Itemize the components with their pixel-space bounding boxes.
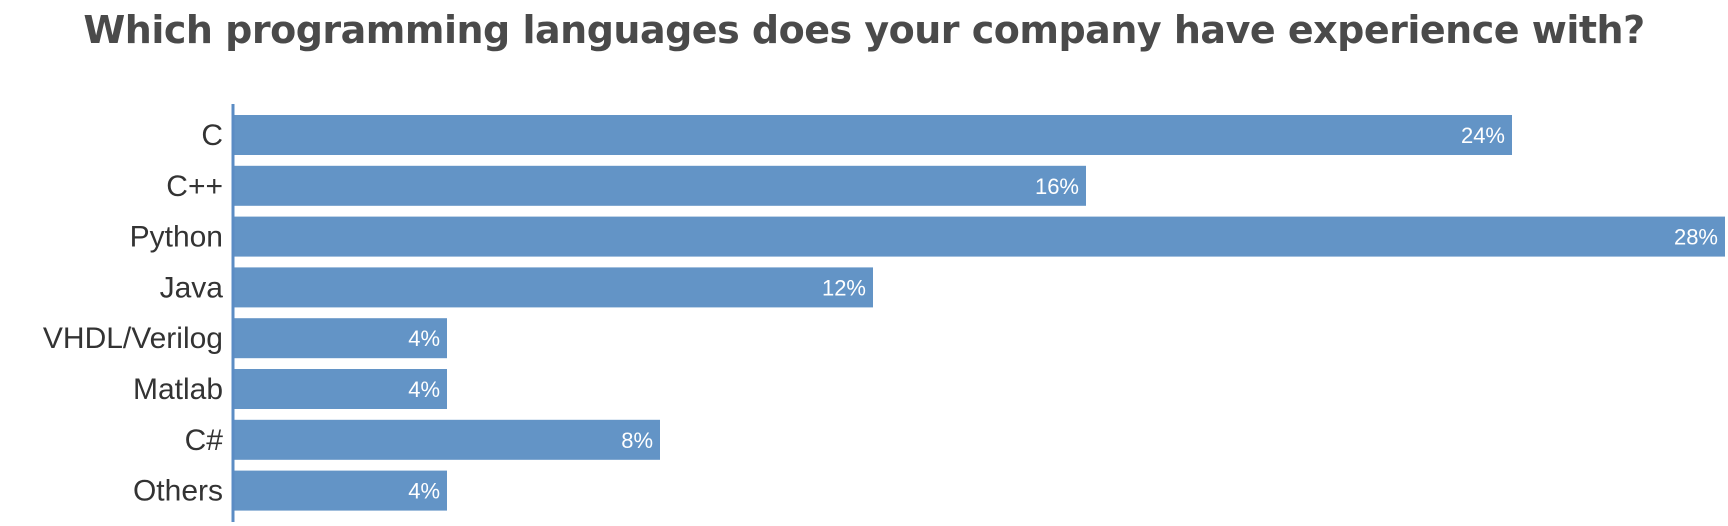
bars-layer [234,115,1725,511]
bar-matlab [234,369,447,409]
value-label: 8% [621,428,653,453]
bar-csharp [234,419,660,460]
category-label: C# [185,424,224,457]
category-label: VHDL/Verilog [43,322,223,355]
bar-c [234,115,1512,155]
value-label: 28% [1674,225,1718,250]
category-label: C++ [166,170,223,203]
bar-python [234,216,1725,257]
value-label: 4% [408,326,440,351]
value-label: 24% [1461,123,1505,148]
category-label: Java [160,271,224,304]
labels-layer: C 24% C++ 16% Python 28% Java 12% VHDL/Verilog 4%… [43,119,1718,508]
chart-title: Which programming languages does your co… [83,8,1645,52]
value-label: 4% [408,479,440,504]
value-label: 16% [1035,174,1079,199]
bar-vhdl-verilog [234,318,447,359]
category-label: Matlab [133,373,223,406]
bar-others [234,470,447,511]
bar-java [234,267,873,308]
value-label: 12% [822,275,866,300]
bar-cpp [234,165,1086,206]
value-label: 4% [408,377,440,402]
category-label: Python [130,221,223,254]
category-label: Others [133,475,223,508]
category-label: C [201,119,223,152]
